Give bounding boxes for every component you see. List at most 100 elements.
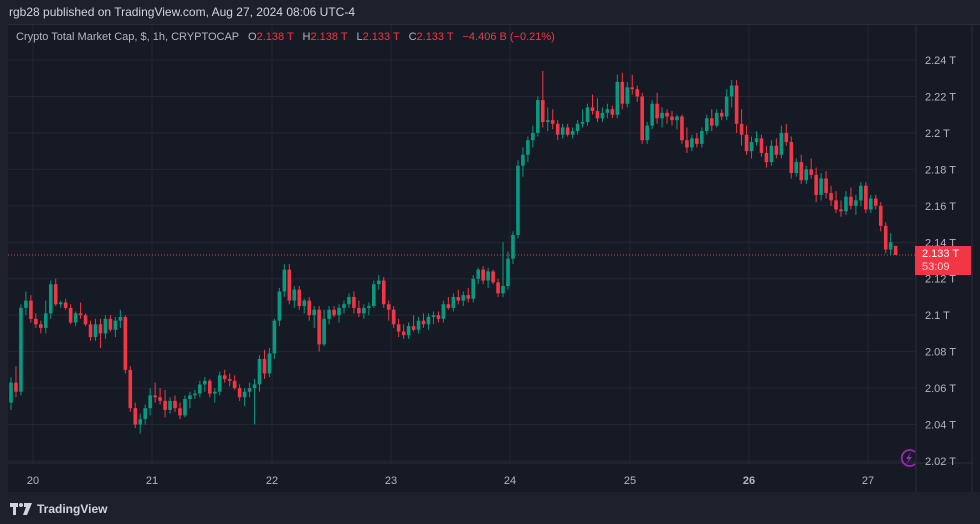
candle-body (34, 318, 38, 325)
candle-body (307, 300, 311, 316)
candle-body (695, 138, 699, 144)
candle-body (39, 324, 43, 328)
candle-body (883, 225, 888, 250)
candle-body (754, 138, 759, 143)
candle-body (854, 200, 858, 206)
candle-body (312, 309, 316, 316)
candle-body (685, 140, 689, 148)
candle-body (143, 408, 147, 420)
candle-body (386, 304, 391, 310)
candle-body (222, 375, 227, 379)
tradingview-logo[interactable]: TradingView (10, 502, 107, 516)
x-axis-label: 25 (624, 475, 636, 487)
candle-body (322, 318, 326, 345)
candle-body (337, 307, 341, 316)
candle-body (819, 178, 823, 195)
candle-body (635, 89, 640, 97)
candle-body (123, 317, 128, 370)
candle-body (680, 116, 684, 141)
candle-body (391, 309, 396, 325)
y-axis-label: 2.24 T (925, 55, 956, 67)
last-price: 2.133 T (922, 248, 960, 260)
candle-body (471, 278, 476, 299)
candle-body (446, 304, 451, 308)
candle-body (451, 296, 456, 308)
candle-body (362, 307, 366, 314)
candle-body (709, 118, 714, 126)
candle-body (252, 384, 257, 389)
candle-body (789, 142, 794, 174)
symbol-title[interactable]: Crypto Total Market Cap, $, 1h, CRYPTOCA… (16, 31, 239, 43)
candle-body (426, 317, 431, 325)
candle-body (630, 87, 635, 90)
candle-body (267, 353, 272, 374)
candle-body (560, 127, 565, 135)
candle-body (198, 384, 202, 394)
candle-body (168, 400, 172, 410)
published-info: rgb28 published on TradingView.com, Aug … (9, 5, 356, 19)
candle-body (764, 152, 769, 163)
candle-body (506, 258, 510, 287)
candle-body (257, 358, 262, 385)
candle-body (511, 234, 515, 259)
candle-body (332, 309, 336, 316)
candle-body (173, 400, 177, 409)
candle-body (640, 96, 644, 141)
candle-body (68, 307, 73, 323)
x-axis-label: 23 (385, 475, 397, 487)
x-axis-label: 24 (504, 475, 516, 487)
candle-body (650, 103, 654, 126)
candle-body (367, 306, 371, 308)
candle-body (893, 245, 898, 256)
high-label: H (302, 31, 311, 43)
candle-body (829, 193, 833, 201)
candle-body (645, 125, 649, 141)
x-axis-label: 27 (862, 475, 874, 487)
candle-body (178, 408, 182, 416)
candle-body (193, 393, 197, 396)
candle-body (9, 382, 13, 403)
candle-body (406, 326, 411, 336)
candle-body (347, 296, 351, 305)
candle-body (839, 209, 843, 212)
candle-body (744, 134, 749, 152)
candle-body (441, 304, 446, 319)
candle-body (769, 145, 774, 163)
candle-body (476, 269, 480, 279)
candle-body (63, 302, 68, 308)
candle-body (610, 109, 615, 115)
candle-body (352, 296, 356, 308)
candle-body (625, 87, 630, 104)
candle-body (655, 103, 659, 119)
candle-body (461, 295, 466, 301)
candle-body (724, 96, 729, 117)
x-axis-label: 26 (743, 475, 755, 487)
candle-body (864, 185, 868, 210)
candle-body (540, 100, 545, 122)
attribution-bar: rgb28 published on TradingView.com, Aug … (0, 0, 980, 24)
candle-body (381, 280, 386, 305)
brand-name: TradingView (37, 502, 108, 516)
lightning-event-icon[interactable] (900, 449, 916, 467)
candle-body (212, 391, 217, 394)
candle-body (531, 132, 535, 141)
candle-body (590, 107, 595, 112)
open-value: 2.138 T (256, 31, 294, 43)
candle-body (516, 165, 520, 235)
candle-body (466, 295, 471, 299)
candle-body (779, 132, 784, 155)
candle-body (287, 269, 292, 301)
candle-body (580, 121, 585, 124)
y-axis-label: 2.22 T (925, 91, 956, 103)
candle-body (148, 395, 152, 409)
candle-body (536, 100, 540, 133)
chart-pane[interactable] (8, 24, 980, 493)
candle-body (670, 116, 674, 121)
footer-bar (0, 492, 980, 524)
candle-body (844, 196, 848, 212)
change-value: −4.406 B (−0.21%) (462, 31, 555, 43)
candle-body (53, 284, 58, 305)
candle-body (158, 397, 162, 401)
candle-body (14, 382, 18, 392)
